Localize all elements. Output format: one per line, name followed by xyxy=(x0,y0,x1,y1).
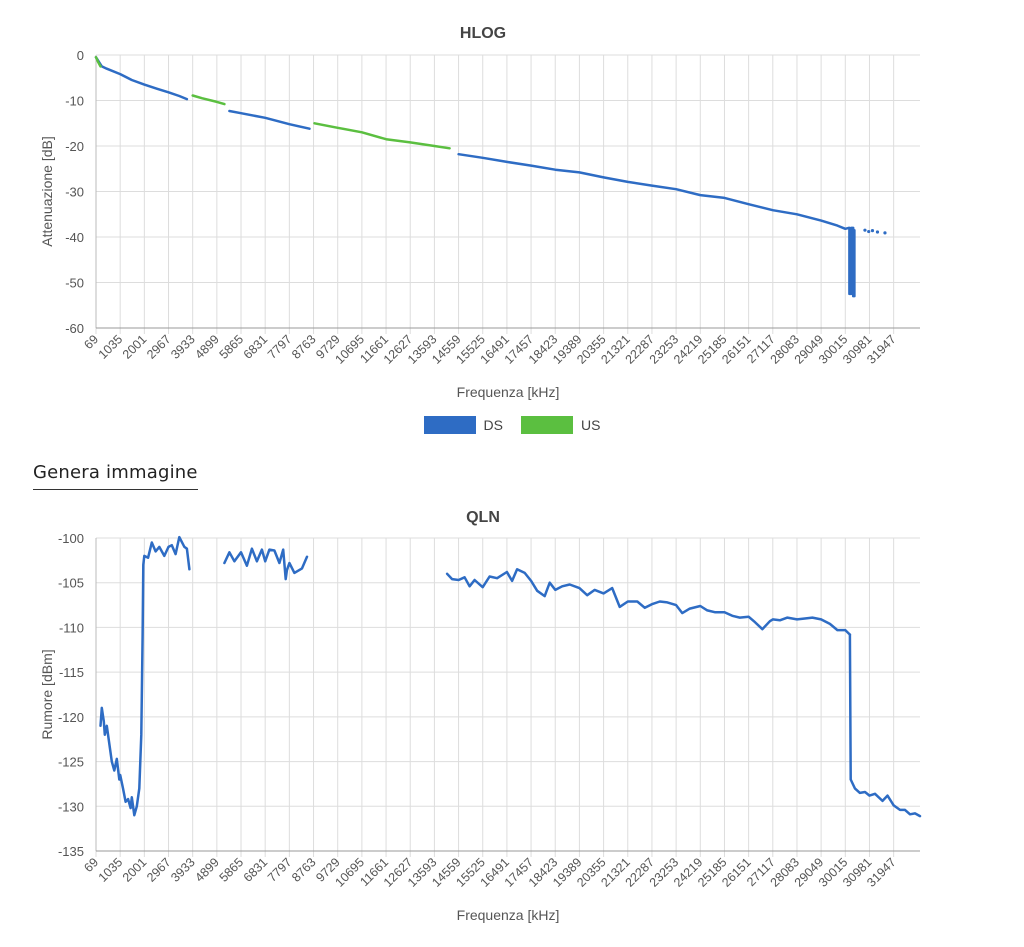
generate-image-button[interactable]: Genera immagine xyxy=(33,462,198,490)
qln-y-axis-label: Rumore [dBm] xyxy=(39,649,55,739)
hlog-series-us-line xyxy=(313,122,451,150)
hlog-y-tick-label: -30 xyxy=(65,185,84,200)
legend-swatch-ds xyxy=(423,416,476,434)
legend-swatch-us xyxy=(521,416,573,434)
hlog-x-tick-label: 2967 xyxy=(144,332,174,362)
qln-x-tick-label: 8763 xyxy=(289,855,319,885)
qln-x-tick-label: 4899 xyxy=(192,855,222,885)
hlog-y-tick-label: -50 xyxy=(65,276,84,291)
hlog-x-tick-label: 8763 xyxy=(289,332,319,362)
hlog-x-tick-label: 6831 xyxy=(241,332,271,362)
qln-x-tick-label: 7797 xyxy=(265,855,295,885)
qln-y-tick-label: -120 xyxy=(58,710,84,725)
hlog-title: HLOG xyxy=(460,25,506,42)
hlog-x-axis-label: Frequenza [kHz] xyxy=(457,384,560,400)
qln-x-axis-label: Frequenza [kHz] xyxy=(457,907,560,923)
qln-series-ds-line xyxy=(223,547,309,581)
hlog-series-ds-point xyxy=(883,231,887,235)
hlog-x-tick-label: 4899 xyxy=(192,332,222,362)
qln-x-tick-label: 5865 xyxy=(217,855,247,885)
hlog-legend: DS US xyxy=(0,416,1024,434)
qln-series-ds-line xyxy=(445,568,852,636)
hlog-chart: HLOG0-10-20-30-40-50-6069103520012967393… xyxy=(39,25,920,400)
hlog-x-tick-label: 2001 xyxy=(120,332,150,362)
hlog-x-tick-label: 7797 xyxy=(265,332,295,362)
qln-series-ds-line xyxy=(848,633,922,818)
qln-x-tick-label: 1035 xyxy=(96,855,126,885)
qln-y-tick-label: -110 xyxy=(59,620,84,635)
hlog-y-tick-label: -60 xyxy=(65,321,84,336)
legend-item-ds[interactable]: DS xyxy=(423,416,503,434)
qln-x-tick-label: 2001 xyxy=(120,855,150,885)
qln-x-tick-label: 6831 xyxy=(241,855,271,885)
qln-x-tick-label: 3933 xyxy=(168,855,198,885)
qln-y-tick-label: -105 xyxy=(58,576,84,591)
hlog-x-tick-label: 3933 xyxy=(168,332,198,362)
hlog-x-tick-label: 1035 xyxy=(96,332,126,362)
qln-title: QLN xyxy=(466,509,500,526)
hlog-y-axis-label: Attenuazione [dB] xyxy=(39,136,55,247)
legend-label-us: US xyxy=(581,417,601,433)
qln-chart: QLN-100-105-110-115-120-125-130-13569103… xyxy=(39,509,922,923)
qln-y-tick-label: -130 xyxy=(58,799,84,814)
hlog-y-tick-label: 0 xyxy=(77,48,84,63)
qln-y-tick-label: -125 xyxy=(58,755,84,770)
qln-y-tick-label: -115 xyxy=(59,665,84,680)
hlog-y-tick-label: -20 xyxy=(65,139,84,154)
hlog-y-tick-label: -40 xyxy=(65,230,84,245)
qln-series-ds-line xyxy=(99,535,191,817)
hlog-series-ds-line xyxy=(848,226,856,298)
hlog-series-us-line xyxy=(94,56,102,68)
hlog-series-us-line xyxy=(191,94,226,106)
qln-y-tick-label: -100 xyxy=(58,531,84,546)
qln-x-tick-label: 2967 xyxy=(144,855,174,885)
hlog-series-ds-point xyxy=(875,230,880,234)
hlog-y-tick-label: -10 xyxy=(65,94,84,109)
hlog-series-ds-point xyxy=(867,229,871,234)
legend-label-ds: DS xyxy=(483,417,503,433)
hlog-series-ds-point xyxy=(870,229,875,233)
hlog-x-tick-label: 5865 xyxy=(217,332,247,362)
qln-y-tick-label: -135 xyxy=(58,844,84,859)
hlog-series-ds-line xyxy=(457,152,850,231)
hlog-series-ds-line xyxy=(94,56,189,101)
legend-item-us[interactable]: US xyxy=(521,416,600,434)
hlog-series-ds-line xyxy=(228,109,311,130)
hlog-series-ds-point xyxy=(863,228,867,232)
